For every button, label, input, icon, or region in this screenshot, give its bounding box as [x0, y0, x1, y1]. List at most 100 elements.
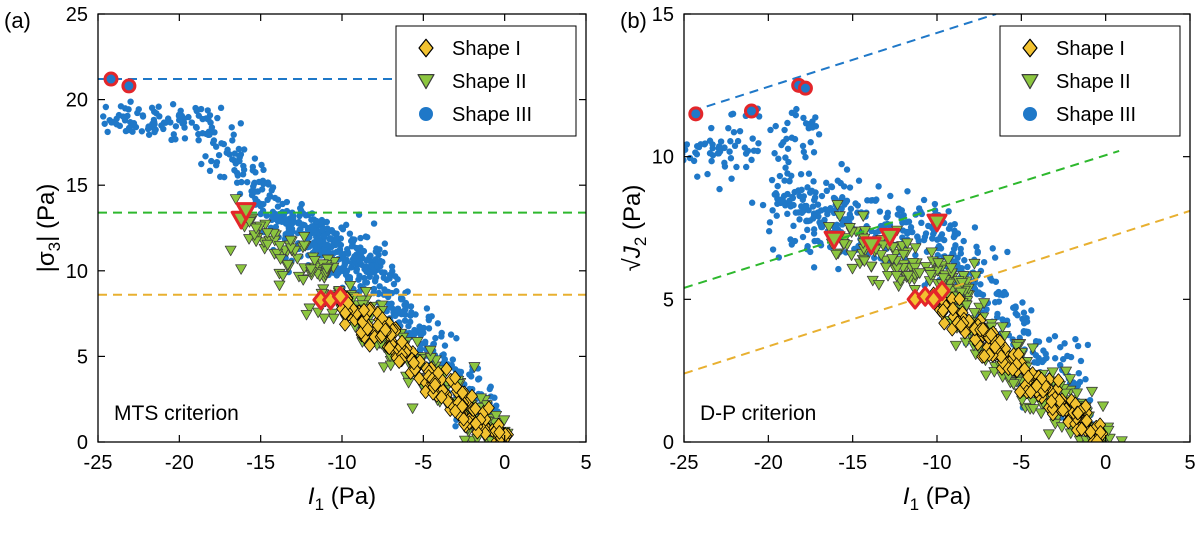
data-point [493, 425, 506, 440]
data-point [199, 130, 206, 137]
data-point [375, 289, 383, 297]
data-point [230, 131, 237, 138]
data-point [1046, 367, 1059, 378]
data-point [252, 169, 259, 176]
data-point [1072, 335, 1079, 343]
data-point [873, 279, 885, 291]
data-point [195, 136, 202, 144]
data-point [370, 220, 378, 227]
data-point [145, 131, 153, 138]
data-point [260, 180, 267, 188]
data-point [208, 157, 215, 165]
x-tick-label: -15 [838, 452, 867, 474]
data-point [156, 113, 163, 120]
data-point [1045, 394, 1058, 409]
data-point [708, 157, 715, 165]
data-point [708, 124, 715, 132]
data-point [887, 192, 894, 200]
data-point [281, 259, 294, 271]
data-point [1010, 304, 1017, 311]
data-point [960, 300, 973, 312]
data-point [363, 257, 370, 264]
data-point [1051, 355, 1059, 362]
y-axis-label: √J2 (Pa) [619, 185, 650, 272]
data-point [1035, 408, 1048, 419]
legend-entry-label: Shape I [452, 38, 521, 60]
data-point [390, 280, 398, 288]
data-point [475, 375, 483, 382]
data-point [100, 113, 107, 120]
data-point [914, 234, 921, 241]
data-point [378, 362, 390, 373]
data-point [234, 172, 241, 179]
data-point [921, 233, 929, 241]
data-point [924, 270, 937, 281]
data-point [776, 172, 784, 180]
data-point [188, 119, 195, 126]
data-point [104, 128, 111, 136]
data-point [151, 128, 158, 136]
data-point [301, 221, 308, 229]
data-point [754, 147, 761, 155]
data-point [991, 254, 999, 261]
data-point [217, 173, 224, 180]
data-point [835, 265, 842, 273]
data-point [202, 153, 209, 160]
data-point [362, 233, 369, 240]
data-point [774, 182, 781, 190]
data-point [969, 271, 982, 282]
data-point [121, 105, 129, 112]
data-point [1031, 359, 1038, 366]
data-point [1057, 402, 1069, 418]
data-point [318, 313, 331, 325]
data-point [846, 211, 854, 218]
data-point [1006, 362, 1019, 377]
data-point [1026, 397, 1039, 408]
data-point [372, 274, 380, 281]
data-point [127, 98, 134, 105]
data-point [749, 135, 756, 142]
data-point [909, 262, 921, 274]
data-point [880, 262, 892, 274]
data-point [901, 238, 914, 249]
data-point [857, 211, 870, 222]
highlight-point [860, 236, 882, 256]
data-point [342, 271, 350, 278]
highlight-point [743, 103, 759, 119]
data-point [1061, 340, 1068, 347]
data-point [440, 351, 447, 358]
data-point [250, 180, 258, 187]
data-point [487, 383, 494, 390]
data-point [968, 258, 981, 270]
data-point [977, 322, 989, 337]
data-point [925, 247, 938, 258]
data-point [1042, 429, 1055, 440]
data-point [237, 151, 245, 158]
highlight-point [235, 202, 257, 221]
data-point [728, 175, 735, 182]
data-point [744, 147, 752, 155]
data-point [810, 149, 818, 156]
data-point [277, 271, 289, 282]
data-point [294, 229, 302, 237]
data-point [487, 393, 495, 400]
data-point [335, 240, 342, 247]
data-point [734, 137, 742, 145]
data-point [931, 200, 939, 208]
data-point [240, 162, 247, 170]
data-point [951, 227, 958, 234]
data-point [344, 249, 352, 256]
data-point [781, 177, 788, 184]
data-point [138, 128, 146, 135]
data-point [300, 309, 313, 321]
x-axis-label: I1 (Pa) [903, 483, 971, 514]
x-tick-label: -5 [414, 452, 432, 474]
data-point [101, 120, 108, 127]
data-point [407, 355, 420, 371]
data-point [971, 224, 979, 231]
highlight-point [823, 230, 845, 250]
data-point [867, 197, 875, 204]
data-point [974, 248, 981, 255]
